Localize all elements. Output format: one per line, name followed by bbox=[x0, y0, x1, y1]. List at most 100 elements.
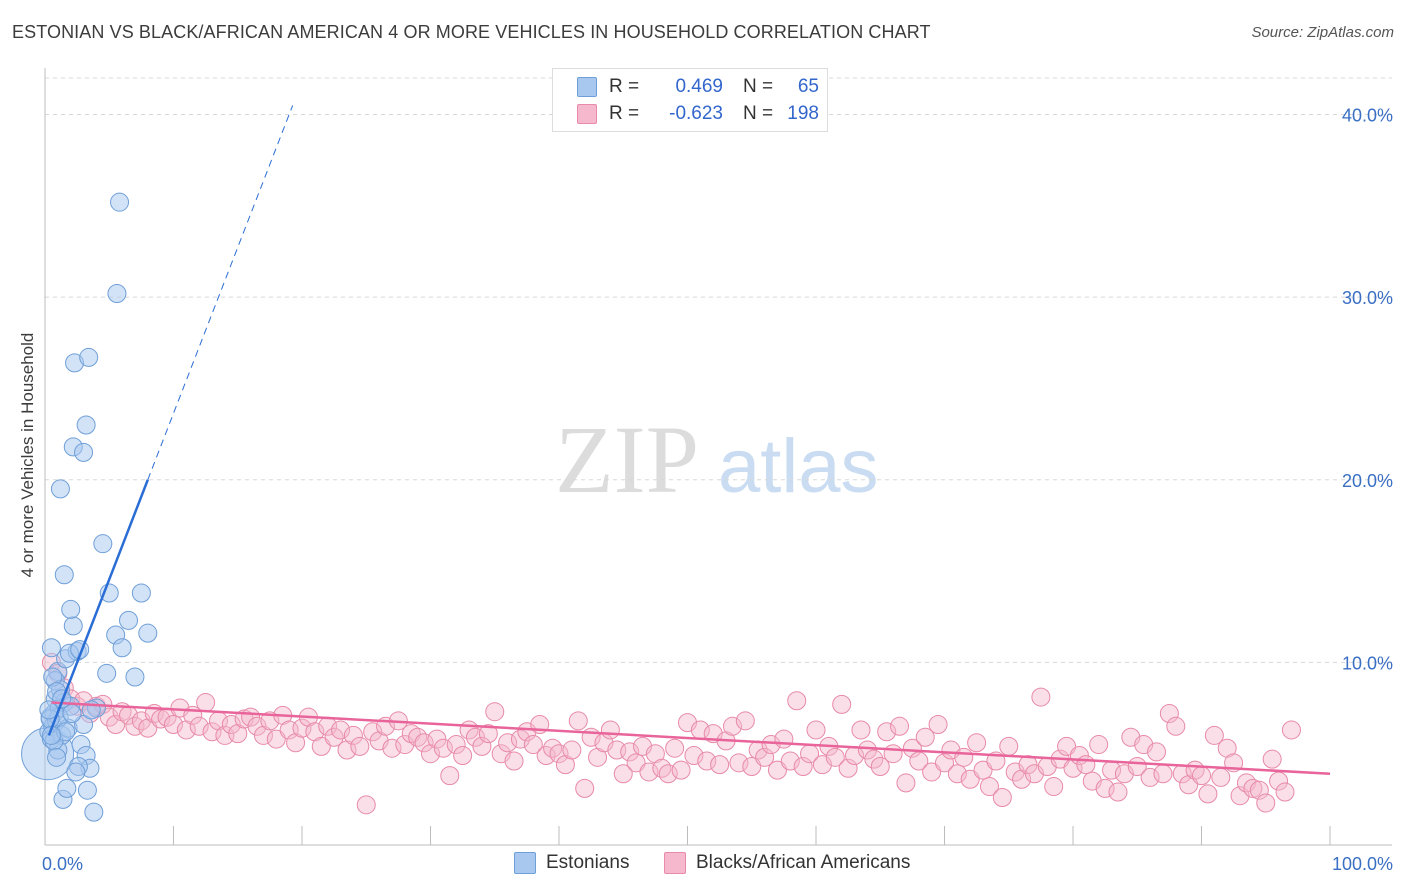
point-blacks bbox=[510, 729, 530, 749]
point-blacks bbox=[710, 755, 730, 775]
point-blacks bbox=[1211, 767, 1231, 787]
point-blacks bbox=[1095, 778, 1115, 798]
x-tick-label: 0.0% bbox=[42, 854, 83, 874]
point-estonians bbox=[74, 714, 94, 734]
y-tick-label: 40.0% bbox=[1342, 106, 1393, 126]
legend-r-value: -0.623 bbox=[669, 103, 723, 124]
point-blacks bbox=[575, 778, 595, 798]
point-blacks bbox=[1249, 780, 1269, 800]
point-blacks bbox=[851, 720, 871, 740]
point-blacks bbox=[902, 738, 922, 758]
point-blacks bbox=[549, 744, 569, 764]
point-blacks bbox=[311, 736, 331, 756]
point-blacks bbox=[408, 727, 428, 747]
point-blacks bbox=[697, 751, 717, 771]
point-blacks bbox=[1281, 720, 1301, 740]
point-blacks bbox=[99, 707, 119, 727]
point-blacks bbox=[935, 753, 954, 773]
point-blacks bbox=[266, 729, 286, 749]
point-blacks bbox=[440, 766, 460, 786]
point-blacks bbox=[202, 722, 222, 742]
point-blacks bbox=[774, 729, 794, 749]
point-blacks bbox=[1076, 755, 1096, 775]
point-blacks bbox=[1256, 793, 1276, 813]
point-blacks bbox=[433, 738, 453, 758]
point-blacks bbox=[729, 753, 749, 773]
watermark-zip: ZIP bbox=[555, 406, 699, 513]
point-blacks bbox=[613, 764, 633, 784]
point-estonians bbox=[107, 283, 127, 303]
point-estonians bbox=[79, 347, 99, 367]
point-blacks bbox=[652, 758, 672, 778]
point-blacks bbox=[761, 735, 781, 755]
correlation-legend: R = 0.469 N = 65 R = -0.623 N = 198 bbox=[552, 68, 828, 132]
trendline-estonians-extension bbox=[147, 105, 294, 480]
point-blacks bbox=[151, 709, 171, 729]
point-blacks bbox=[1198, 784, 1218, 804]
chart-title: ESTONIAN VS BLACK/AFRICAN AMERICAN 4 OR … bbox=[12, 22, 931, 42]
legend-n-value: 198 bbox=[787, 103, 819, 124]
point-blacks bbox=[864, 749, 884, 769]
point-blacks bbox=[543, 738, 563, 758]
point-blacks bbox=[504, 751, 524, 771]
point-estonians bbox=[62, 704, 82, 724]
point-blacks bbox=[722, 716, 742, 736]
point-blacks bbox=[1044, 777, 1064, 797]
point-blacks bbox=[806, 720, 826, 740]
bottom-legend-label: Blacks/African Americans bbox=[696, 852, 911, 873]
point-estonians bbox=[61, 599, 81, 619]
point-blacks bbox=[568, 711, 588, 731]
point-blacks bbox=[1153, 764, 1173, 784]
point-blacks bbox=[472, 736, 492, 756]
point-estonians bbox=[76, 415, 96, 435]
point-blacks bbox=[1204, 725, 1224, 745]
point-blacks bbox=[922, 762, 942, 782]
point-blacks bbox=[787, 691, 807, 711]
y-tick-label: 10.0% bbox=[1342, 653, 1393, 673]
point-estonians bbox=[112, 638, 132, 658]
point-estonians bbox=[57, 778, 77, 798]
point-blacks bbox=[928, 714, 948, 734]
point-blacks bbox=[478, 724, 498, 744]
source-credit: Source: ZipAtlas.com bbox=[1251, 24, 1394, 41]
point-blacks bbox=[1057, 736, 1077, 756]
point-blacks bbox=[1140, 767, 1160, 787]
point-blacks bbox=[106, 714, 126, 734]
point-estonians bbox=[131, 583, 151, 603]
point-blacks bbox=[324, 727, 344, 747]
point-blacks bbox=[742, 756, 762, 776]
point-blacks bbox=[485, 702, 505, 722]
y-tick-label: 30.0% bbox=[1342, 288, 1393, 308]
point-blacks bbox=[1166, 716, 1186, 736]
point-blacks bbox=[755, 747, 775, 767]
point-estonians bbox=[119, 610, 139, 630]
legend-row-blacks: R = -0.623 N = 198 bbox=[577, 101, 819, 127]
point-estonians bbox=[110, 192, 130, 212]
point-blacks bbox=[838, 758, 858, 778]
point-estonians bbox=[97, 663, 117, 683]
point-blacks bbox=[260, 711, 280, 731]
point-blacks bbox=[1262, 749, 1282, 769]
point-blacks bbox=[401, 724, 421, 744]
bottom-legend-label: Estonians bbox=[546, 852, 630, 873]
point-blacks bbox=[523, 735, 543, 755]
legend-row-estonians: R = 0.469 N = 65 bbox=[577, 74, 819, 100]
point-estonians bbox=[63, 616, 83, 636]
point-blacks bbox=[639, 762, 659, 782]
point-blacks bbox=[825, 747, 845, 767]
point-blacks bbox=[947, 764, 967, 784]
point-blacks bbox=[915, 727, 935, 747]
point-blacks bbox=[870, 756, 890, 776]
watermark-atlas: atlas bbox=[718, 424, 879, 509]
point-blacks bbox=[877, 722, 897, 742]
point-blacks bbox=[1031, 687, 1051, 707]
legend-swatch-blacks bbox=[577, 104, 597, 124]
point-blacks bbox=[414, 733, 434, 753]
point-blacks bbox=[967, 733, 987, 753]
point-blacks bbox=[292, 718, 312, 738]
point-blacks bbox=[767, 760, 787, 780]
point-blacks bbox=[665, 738, 685, 758]
point-blacks bbox=[331, 720, 351, 740]
point-blacks bbox=[600, 720, 620, 740]
